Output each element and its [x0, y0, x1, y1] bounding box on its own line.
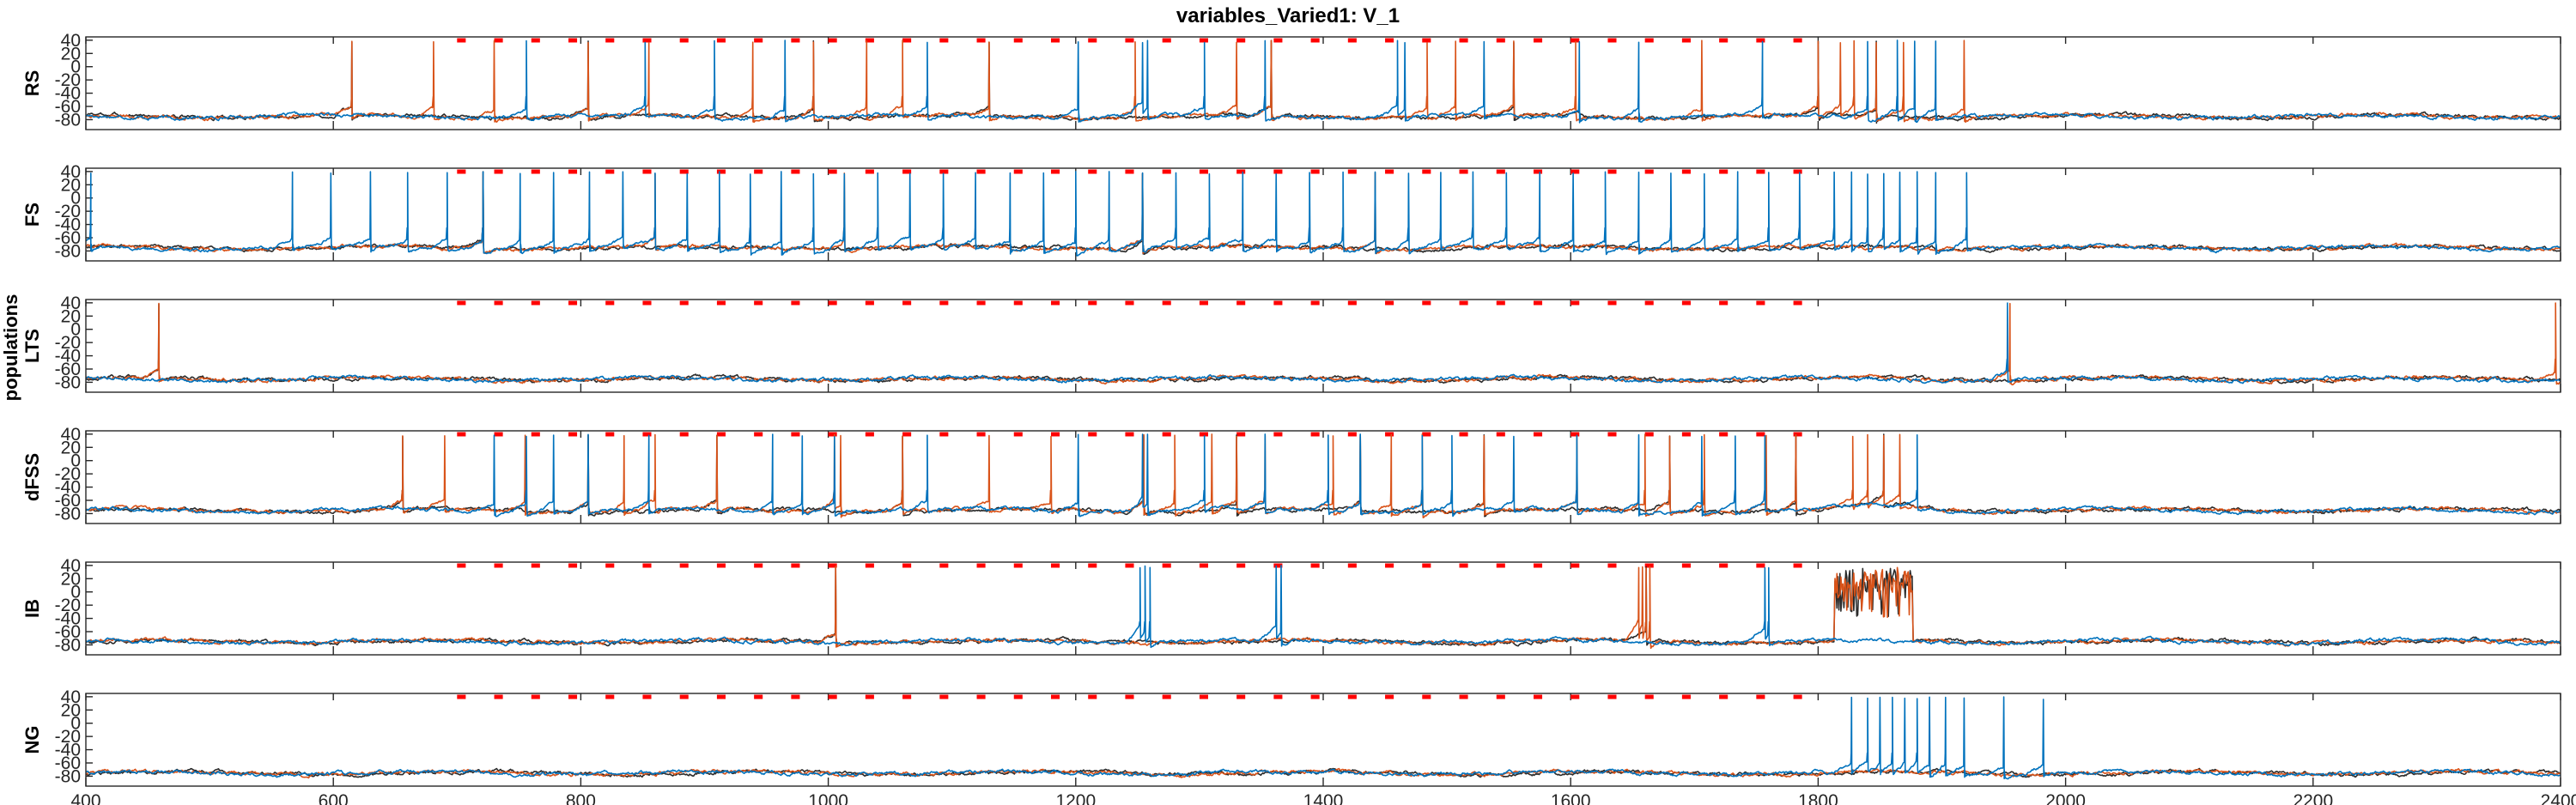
axes-frame — [85, 693, 2561, 787]
y-tick-label: 20 — [61, 44, 81, 64]
axes-frame — [85, 299, 2561, 393]
y-tick-label: -60 — [55, 360, 81, 379]
x-tick-label: 400 — [70, 791, 100, 805]
traces-group — [86, 433, 2561, 518]
x-tick-label: 1400 — [1303, 791, 1344, 805]
traces-group — [86, 302, 2561, 386]
y-tick-label: 0 — [70, 189, 81, 209]
axes-frame — [85, 36, 2561, 130]
trace-blue — [86, 302, 2561, 384]
y-tick-label: -40 — [55, 609, 81, 629]
y-tick-label: 20 — [61, 438, 81, 457]
y-tick-label: -40 — [55, 215, 81, 235]
x-tick-label: 1600 — [1551, 791, 1591, 805]
y-tick-label: 20 — [61, 175, 81, 195]
trace-blue — [86, 565, 2561, 649]
y-tick-label: 0 — [70, 451, 81, 471]
y-tick-label: 0 — [70, 714, 81, 734]
traces-group — [86, 39, 2561, 124]
trace-orange — [86, 39, 2561, 124]
y-tick-label: 20 — [61, 306, 81, 326]
axes-frame — [85, 430, 2561, 524]
y-tick-label: -60 — [55, 491, 81, 511]
traces-group — [86, 696, 2561, 780]
traces-group — [86, 171, 2561, 257]
y-tick-label: -40 — [55, 478, 81, 498]
x-tick-label: 2400 — [2541, 791, 2576, 805]
trace-dark — [86, 767, 2561, 778]
y-tick-label: -20 — [55, 70, 81, 90]
y-tick-label: -60 — [55, 622, 81, 642]
panels-group: 40200-20-40-60-80RS40200-20-40-60-80FS40… — [21, 31, 2576, 805]
axes-frame — [85, 167, 2561, 262]
y-tick-label: -60 — [55, 228, 81, 248]
panel-label-ib: IB — [21, 599, 43, 618]
y-tick-label: -20 — [55, 333, 81, 353]
trace-dark — [86, 303, 2561, 384]
trace-dark — [86, 171, 2561, 255]
panel-label-ng: NG — [21, 726, 43, 754]
x-tick-label: 2200 — [2293, 791, 2333, 805]
y-tick-label: 0 — [70, 583, 81, 602]
y-tick-label: 40 — [61, 162, 81, 182]
trace-orange — [86, 433, 2561, 518]
traces-group — [86, 565, 2561, 650]
y-tick-label: -20 — [55, 596, 81, 615]
y-tick-label: 40 — [61, 294, 81, 313]
y-tick-label: 40 — [61, 31, 81, 51]
trace-dark — [86, 39, 2561, 124]
y-tick-label: -40 — [55, 741, 81, 760]
y-axis-label: populations — [0, 294, 21, 402]
chart-title: variables_Varied1: V_1 — [1176, 4, 1400, 27]
x-tick-label: 1800 — [1798, 791, 1838, 805]
y-tick-label: -60 — [55, 754, 81, 773]
y-tick-label: -20 — [55, 464, 81, 484]
y-tick-label: -80 — [55, 241, 81, 261]
y-tick-label: -20 — [55, 202, 81, 221]
trace-orange — [86, 302, 2561, 386]
y-tick-label: 0 — [70, 58, 81, 77]
x-tick-label: 1200 — [1055, 791, 1096, 805]
y-tick-label: 20 — [61, 569, 81, 589]
y-tick-label: -80 — [55, 635, 81, 655]
y-tick-label: 0 — [70, 320, 81, 340]
y-tick-label: 40 — [61, 425, 81, 445]
y-tick-label: -80 — [55, 504, 81, 524]
y-tick-label: 20 — [61, 700, 81, 720]
x-tick-label: 600 — [319, 791, 349, 805]
x-tick-label: 1000 — [808, 791, 848, 805]
panel-label-rs: RS — [21, 70, 43, 97]
trace-dark — [86, 566, 2561, 647]
y-tick-label: -80 — [55, 766, 81, 786]
y-tick-label: -60 — [55, 97, 81, 117]
y-tick-label: -40 — [55, 347, 81, 366]
y-tick-label: -80 — [55, 110, 81, 130]
y-tick-label: -80 — [55, 372, 81, 392]
y-tick-label: 40 — [61, 687, 81, 707]
trace-orange — [86, 172, 2561, 255]
panel-label-dfss: dFSS — [21, 453, 43, 501]
trace-blue — [86, 696, 2561, 780]
trace-blue — [86, 39, 2561, 124]
y-tick-label: -20 — [55, 727, 81, 747]
trace-blue — [86, 171, 2561, 257]
axes-frame — [85, 561, 2561, 656]
panel-label-lts: LTS — [21, 329, 43, 363]
x-tick-label: 800 — [566, 791, 596, 805]
y-tick-label: -40 — [55, 84, 81, 104]
y-tick-label: 40 — [61, 556, 81, 576]
panel-label-fs: FS — [21, 203, 43, 227]
x-tick-label: 2000 — [2045, 791, 2086, 805]
trace-blue — [86, 433, 2561, 518]
trace-orange — [86, 566, 2561, 650]
